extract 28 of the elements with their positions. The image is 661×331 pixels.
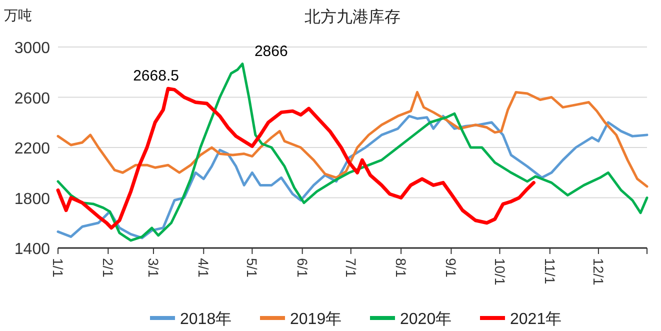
line-series (56, 86, 536, 230)
x-tick-label: 1/1 (50, 258, 66, 278)
x-tick-label: 5/1 (244, 258, 260, 278)
x-tick-label: 4/1 (196, 258, 212, 278)
y-tick-label: 1400 (14, 241, 50, 258)
x-tick-label: 2/1 (100, 258, 116, 278)
line-series (56, 90, 648, 188)
chart-title: 北方九港库存 (304, 8, 400, 26)
x-tick-label: 7/1 (342, 258, 359, 278)
line-series (56, 62, 648, 242)
x-tick-label: 9/1 (443, 258, 460, 278)
x-tick-label: 8/1 (393, 258, 410, 278)
y-axis-title: 万吨 (4, 7, 32, 23)
annotation: 2668.5 (133, 68, 179, 85)
y-tick-label: 3000 (14, 40, 50, 57)
y-tick-label: 2600 (14, 90, 50, 108)
legend-label: 2020年 (400, 311, 452, 328)
y-tick-label: 2200 (14, 140, 50, 158)
legend-label: 2021年 (510, 311, 562, 328)
x-tick-label: 10/1 (492, 258, 508, 286)
x-tick-label: 3/1 (145, 258, 162, 278)
legend-label: 2018年 (180, 311, 232, 328)
x-tick-label: 12/1 (590, 258, 606, 286)
y-tick-label: 1800 (14, 190, 50, 208)
x-tick-label: 11/1 (542, 258, 558, 284)
annotation: 2866 (254, 42, 288, 60)
x-tick-label: 6/1 (294, 258, 310, 278)
legend-label: 2019年 (290, 311, 342, 328)
